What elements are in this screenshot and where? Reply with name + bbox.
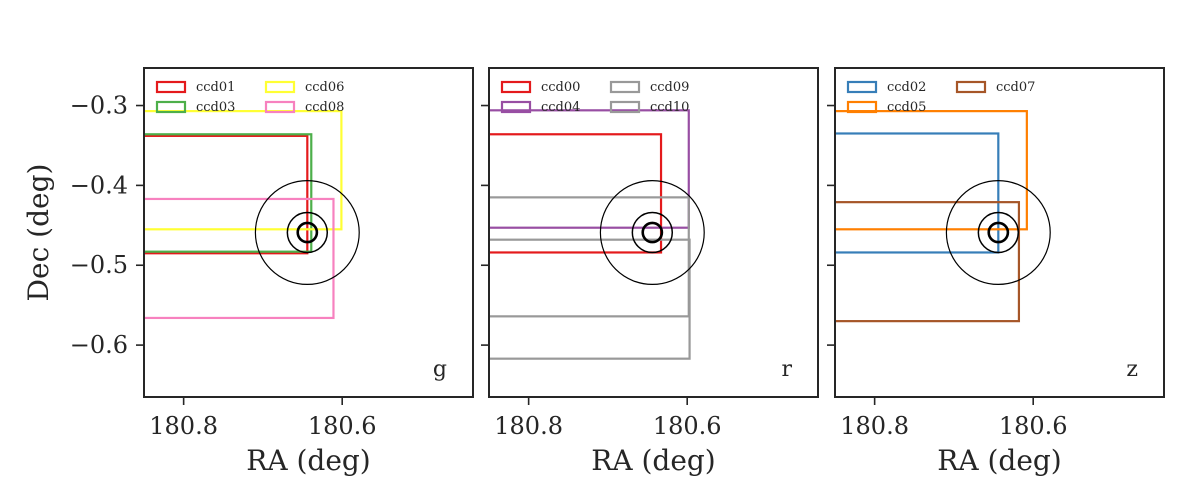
legend-swatch-ccd06 (264, 80, 296, 94)
ccd-footprint-ccd03 (144, 133, 313, 253)
x-tick-label-180.8: 180.8 (149, 412, 218, 440)
x-tick-label-180.6: 180.6 (308, 412, 377, 440)
legend-label-ccd10: ccd10 (650, 100, 689, 115)
plot-area (489, 109, 705, 360)
legend-label-ccd08: ccd08 (305, 100, 344, 115)
panel-g: 180.8 180.6 −0.3 −0.4 −0.5 −0.6 RA (deg) Dec (d… (22, 67, 474, 477)
x-tick-label-180.6: 180.6 (999, 412, 1068, 440)
legend-swatch-ccd07 (955, 80, 987, 94)
legend-label-ccd06: ccd06 (305, 80, 344, 95)
legend-label-ccd05: ccd05 (887, 100, 926, 115)
x-tick-label-180.6: 180.6 (653, 412, 722, 440)
legend-swatch-ccd08 (264, 100, 296, 114)
target-circle-3 (296, 221, 319, 244)
panel-r: 180.8 180.6 RA (deg) r ccd00 ccd04 ccd09 ccd10 (481, 67, 819, 477)
x-tick-label-180.8: 180.8 (840, 412, 909, 440)
axes-frame (488, 67, 819, 398)
ccd-footprint-ccd07 (835, 201, 1021, 323)
y-tick-label--0.3: −0.3 (70, 92, 128, 120)
plot-area (144, 110, 360, 320)
legend-swatch-ccd10 (609, 100, 641, 114)
target-circle-1 (599, 179, 705, 286)
target-circle-1 (945, 179, 1051, 286)
target-circle-2 (286, 211, 329, 254)
band-label: g (433, 357, 447, 382)
legend-label-ccd02: ccd02 (887, 80, 926, 95)
axes-frame (834, 67, 1165, 398)
ccd-footprint-ccd08 (144, 197, 335, 320)
legend-label-ccd09: ccd09 (650, 80, 689, 95)
x-axis-label: RA (deg) (937, 444, 1061, 477)
legend-swatch-ccd00 (500, 80, 532, 94)
ccd-footprint-ccd10 (489, 238, 691, 360)
ccd-footprint-ccd00 (489, 133, 663, 254)
y-tick-label--0.5: −0.5 (70, 251, 128, 279)
legend-swatch-ccd09 (609, 80, 641, 94)
band-label: z (1126, 357, 1138, 382)
legend-label-ccd01: ccd01 (196, 80, 235, 95)
target-circle-1 (254, 179, 360, 286)
band-label: r (781, 357, 792, 382)
target-circle-3 (987, 221, 1010, 244)
target-circle-2 (631, 211, 674, 254)
y-tick-label--0.4: −0.4 (70, 171, 128, 199)
legend-label-ccd00: ccd00 (541, 80, 580, 95)
legend-swatch-ccd03 (155, 100, 187, 114)
ccd-footprint-ccd05 (835, 110, 1028, 231)
ccd-footprint-ccd06 (144, 110, 343, 231)
legend-label-ccd03: ccd03 (196, 100, 235, 115)
y-tick-label--0.6: −0.6 (70, 331, 128, 359)
legend-swatch-ccd02 (846, 80, 878, 94)
legend-label-ccd07: ccd07 (996, 80, 1035, 95)
x-axis-label: RA (deg) (246, 444, 370, 477)
ccd-footprint-ccd02 (835, 132, 1000, 254)
legend-swatch-ccd04 (500, 100, 532, 114)
x-axis-label: RA (deg) (591, 444, 715, 477)
legend-label-ccd04: ccd04 (541, 100, 580, 115)
y-axis-label: Dec (deg) (22, 164, 55, 302)
panel-z: 180.8 180.6 RA (deg) z ccd02 ccd05 ccd07 (827, 67, 1165, 477)
target-circle-2 (977, 211, 1020, 254)
ccd-footprint-ccd01 (144, 134, 309, 255)
plot-area (835, 110, 1051, 323)
axes-frame (143, 67, 474, 398)
legend-swatch-ccd05 (846, 100, 878, 114)
x-tick-label-180.8: 180.8 (494, 412, 563, 440)
target-circle-3 (641, 221, 664, 244)
legend-swatch-ccd01 (155, 80, 187, 94)
